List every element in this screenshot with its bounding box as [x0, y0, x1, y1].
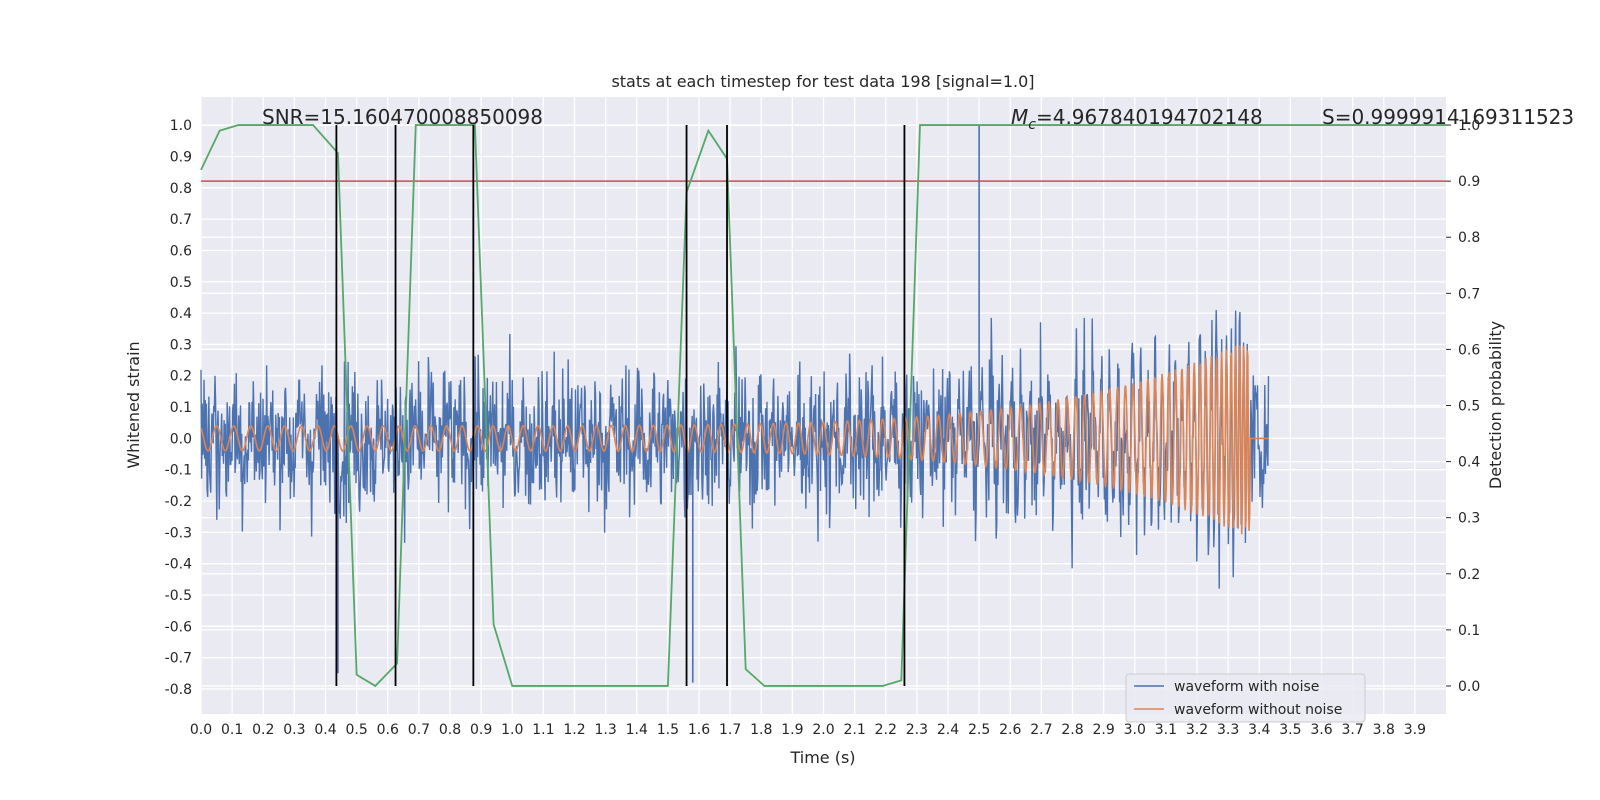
legend-label-noisy: waveform with noise — [1174, 679, 1319, 695]
y-tick-label-left: 0.9 — [170, 150, 192, 166]
y-tick-label-right: 0.0 — [1458, 679, 1480, 695]
legend-box — [1125, 673, 1366, 723]
x-tick-label: 1.7 — [719, 722, 741, 738]
x-tick-label: 2.0 — [812, 722, 834, 738]
snr-annotation: SNR=15.160470008850098 — [262, 105, 543, 129]
x-tick-label: 3.1 — [1155, 722, 1177, 738]
x-tick-label: 1.9 — [781, 722, 803, 738]
y-tick-label-right: 0.3 — [1458, 511, 1480, 527]
y-tick-label-left: 1.0 — [170, 118, 192, 134]
y-tick-label-right: 0.2 — [1458, 567, 1480, 583]
series-waveform-with-noise-peaks — [337, 125, 980, 683]
x-tick-label: 3.2 — [1186, 722, 1208, 738]
x-tick-label: 1.4 — [626, 722, 648, 738]
chirp-mass-value: =4.967840194702148 — [1036, 105, 1263, 129]
x-tick-label: 0.7 — [408, 722, 430, 738]
y-tick-label-left: -0.3 — [165, 525, 192, 541]
chirp-mass-annotation: Mc=4.967840194702148 — [1011, 105, 1263, 133]
x-tick-label: 2.9 — [1092, 722, 1114, 738]
x-tick-label: 1.1 — [532, 722, 554, 738]
x-tick-label: 1.8 — [750, 722, 772, 738]
x-tick-label: 2.7 — [1030, 722, 1052, 738]
chirp-mass-subscript: c — [1028, 117, 1036, 133]
y-tick-label-left: 0.3 — [170, 337, 192, 353]
x-tick-label: 1.5 — [657, 722, 679, 738]
legend-label-clean: waveform without noise — [1174, 702, 1342, 718]
detection-score-annotation: S=0.9999914169311523 — [1322, 105, 1574, 129]
x-axis-label: Time (s) — [789, 748, 855, 767]
y-axis-label-left: Whitened strain — [124, 341, 143, 468]
x-tick-label: 2.1 — [843, 722, 865, 738]
y-tick-label-left: -0.8 — [165, 682, 192, 698]
y-tick-label-right: 0.8 — [1458, 230, 1480, 246]
x-tick-label: 2.3 — [906, 722, 928, 738]
tick-labels: 0.0 0.1 0.2 0.3 0.4 0.5 0.6 0.7 0.8 0.9 1.0 1.1 1.2 1… — [165, 118, 1481, 738]
x-tick-label: 3.5 — [1279, 722, 1301, 738]
y-tick-label-left: 0.2 — [170, 369, 192, 385]
y-tick-label-left: 0.1 — [170, 400, 192, 416]
x-tick-label: 3.3 — [1217, 722, 1239, 738]
x-tick-label: 0.8 — [439, 722, 461, 738]
x-tick-label: 2.2 — [875, 722, 897, 738]
chirp-mass-symbol: M — [1011, 105, 1028, 129]
y-tick-label-left: 0.4 — [170, 306, 192, 322]
x-tick-label: 3.0 — [1124, 722, 1146, 738]
x-tick-label: 1.3 — [594, 722, 616, 738]
series-detection-probability — [200, 124, 1446, 688]
chart-title: stats at each timestep for test data 198… — [611, 72, 1034, 91]
y-tick-label-left: 0.6 — [170, 243, 192, 259]
y-tick-label-right: 1.0 — [1458, 118, 1480, 134]
y-tick-label-right: 0.9 — [1458, 174, 1480, 190]
y-tick-label-right: 0.1 — [1458, 623, 1480, 639]
y-tick-label-left: -0.7 — [165, 651, 192, 667]
y-tick-label-left: 0.5 — [170, 275, 192, 291]
x-tick-label: 2.6 — [999, 722, 1021, 738]
x-tick-label: 3.6 — [1310, 722, 1332, 738]
x-tick-label: 1.6 — [688, 722, 710, 738]
y-tick-label-right: 0.4 — [1458, 455, 1480, 471]
x-tick-label: 0.6 — [377, 722, 399, 738]
y-tick-label-right: 0.5 — [1458, 399, 1480, 415]
x-tick-label: 2.5 — [968, 722, 990, 738]
x-tick-label: 1.2 — [563, 722, 585, 738]
x-tick-label: 0.3 — [283, 722, 305, 738]
x-tick-label: 3.7 — [1341, 722, 1363, 738]
y-tick-label-left: 0.0 — [170, 431, 192, 447]
x-tick-label: 0.5 — [345, 722, 367, 738]
x-tick-label: 0.1 — [221, 722, 243, 738]
series-layer — [200, 124, 1446, 688]
x-tick-label: 3.8 — [1373, 722, 1395, 738]
y-tick-label-right: 0.7 — [1458, 286, 1480, 302]
y-tick-label-left: -0.5 — [165, 588, 192, 604]
y-tick-label-left: -0.4 — [165, 557, 192, 573]
y-tick-label-left: -0.1 — [165, 463, 192, 479]
y-tick-label-left: -0.6 — [165, 619, 192, 635]
x-tick-label: 0.0 — [190, 722, 212, 738]
vertical-markers — [335, 125, 906, 686]
y-tick-label-left: 0.8 — [170, 181, 192, 197]
x-tick-label: 0.9 — [470, 722, 492, 738]
legend: waveform with noise waveform without noi… — [1125, 673, 1366, 723]
x-tick-label: 3.4 — [1248, 722, 1270, 738]
y-axis-label-right: Detection probability — [1486, 321, 1505, 489]
series-waveform-without-noise — [200, 345, 1269, 535]
x-tick-label: 2.8 — [1061, 722, 1083, 738]
x-tick-label: 1.0 — [501, 722, 523, 738]
x-tick-label: 0.4 — [314, 722, 336, 738]
x-tick-label: 0.2 — [252, 722, 274, 738]
x-tick-label: 2.4 — [937, 722, 959, 738]
y-tick-label-right: 0.6 — [1458, 342, 1480, 358]
y-tick-label-left: -0.2 — [165, 494, 192, 510]
y-tick-label-left: 0.7 — [170, 212, 192, 228]
x-tick-label: 3.9 — [1404, 722, 1426, 738]
